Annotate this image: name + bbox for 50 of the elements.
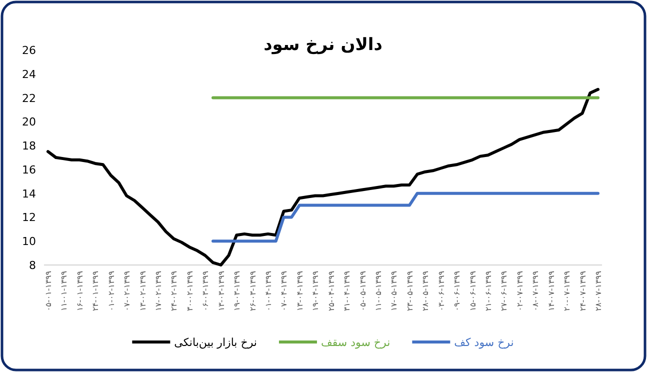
x-tick-label: ۱۶-۰۱-۱۳۹۹ <box>75 271 84 312</box>
legend-label: نرخ سود کف <box>454 336 514 349</box>
x-tick-label: ۰۱-۰۴-۱۳۹۹ <box>264 271 273 312</box>
x-tick-label: ۰۵-۰۵-۱۳۹۹ <box>358 271 368 312</box>
x-tick-label: ۲۵-۰۴-۱۳۹۹ <box>326 271 336 312</box>
x-tick-label: ۱۳-۰۲-۱۳۹۹ <box>138 271 148 312</box>
x-tick-label: ۱۷-۰۵-۱۳۹۹ <box>390 271 399 312</box>
x-tick-label: ۲۸-۰۵-۱۳۹۹ <box>421 271 430 312</box>
title: دالان نرخ سود <box>264 35 382 55</box>
x-tick-label: ۱۹-۰۳-۱۳۹۹ <box>232 271 242 312</box>
y-tick-label: 24 <box>22 68 36 81</box>
y-tick-label: 14 <box>22 187 36 200</box>
x-tick-label: ۱۵-۰۶-۱۳۹۹ <box>468 271 478 312</box>
y-tick-label: 8 <box>29 259 36 272</box>
y-tick-label: 16 <box>22 163 36 176</box>
y-tick-label: 18 <box>22 140 36 153</box>
x-tick-label: ۱۴-۰۷-۱۳۹۹ <box>546 271 556 312</box>
x-tick-label: ۲۴-۰۷-۱۳۹۹ <box>578 271 588 312</box>
x-tick-label: ۱۳-۰۴-۱۳۹۹ <box>295 271 304 312</box>
x-tick-label: ۲۸-۰۷-۱۳۹۹ <box>594 271 603 312</box>
x-tick-label: ۳۰-۰۲-۱۳۹۹ <box>185 271 194 312</box>
x-tick-label: ۲۴-۰۲-۱۳۹۹ <box>170 271 179 312</box>
y-tick-label: 20 <box>22 116 36 129</box>
x-tick-label: ۰۷-۰۴-۱۳۹۹ <box>280 271 289 312</box>
x-tick-label: ۱۳-۰۳-۱۳۹۹ <box>216 271 226 312</box>
x-tick-label: ۱۱-۰۱-۱۳۹۹ <box>60 271 69 312</box>
y-tick-label: 26 <box>22 44 36 57</box>
x-tick-label: ۲۱-۰۶-۱۳۹۹ <box>484 271 493 312</box>
x-tick-label: ۱۱-۰۵-۱۳۹۹ <box>374 271 383 312</box>
x-tick-label: ۲۳-۰۵-۱۳۹۹ <box>405 271 414 312</box>
x-tick-label: ۱۷-۰۲-۱۳۹۹ <box>154 271 163 312</box>
x-tick-label: ۱۹-۰۴-۱۳۹۹ <box>311 271 320 312</box>
y-tick-label: 12 <box>22 211 36 224</box>
y-tick-label: 22 <box>22 92 36 105</box>
x-tick-label: ۰۲-۰۷-۱۳۹۹ <box>515 271 524 312</box>
x-tick-label: ۰۶-۰۳-۱۳۹۹ <box>201 271 210 312</box>
legend-label: نرخ سود سقف <box>320 336 390 349</box>
x-tick-label: ۲۷-۰۶-۱۳۹۹ <box>500 271 509 312</box>
x-tick-label: ۰۷-۰۲-۱۳۹۹ <box>122 271 132 312</box>
legend-label: نرخ بازار بین‌بانکی <box>174 336 257 349</box>
x-tick-label: ۰۳-۰۶-۱۳۹۹ <box>436 271 446 312</box>
x-tick-label: ۳۱-۰۴-۱۳۹۹ <box>342 271 352 312</box>
x-tick-label: ۲۰-۰۷-۱۳۹۹ <box>562 271 572 312</box>
x-tick-label: ۲۶-۰۳-۱۳۹۹ <box>248 271 258 312</box>
x-tick-label: ۰۸-۰۷-۱۳۹۹ <box>531 271 540 312</box>
y-tick-label: 10 <box>22 235 36 248</box>
x-tick-label: ۰۱-۰۲-۱۳۹۹ <box>106 271 116 312</box>
x-tick-label: ۰۹-۰۶-۱۳۹۹ <box>452 271 462 312</box>
x-tick-label: ۲۴-۰۱-۱۳۹۹ <box>91 271 100 312</box>
x-tick-label: ۰۵-۰۱-۱۳۹۹ <box>44 271 53 312</box>
